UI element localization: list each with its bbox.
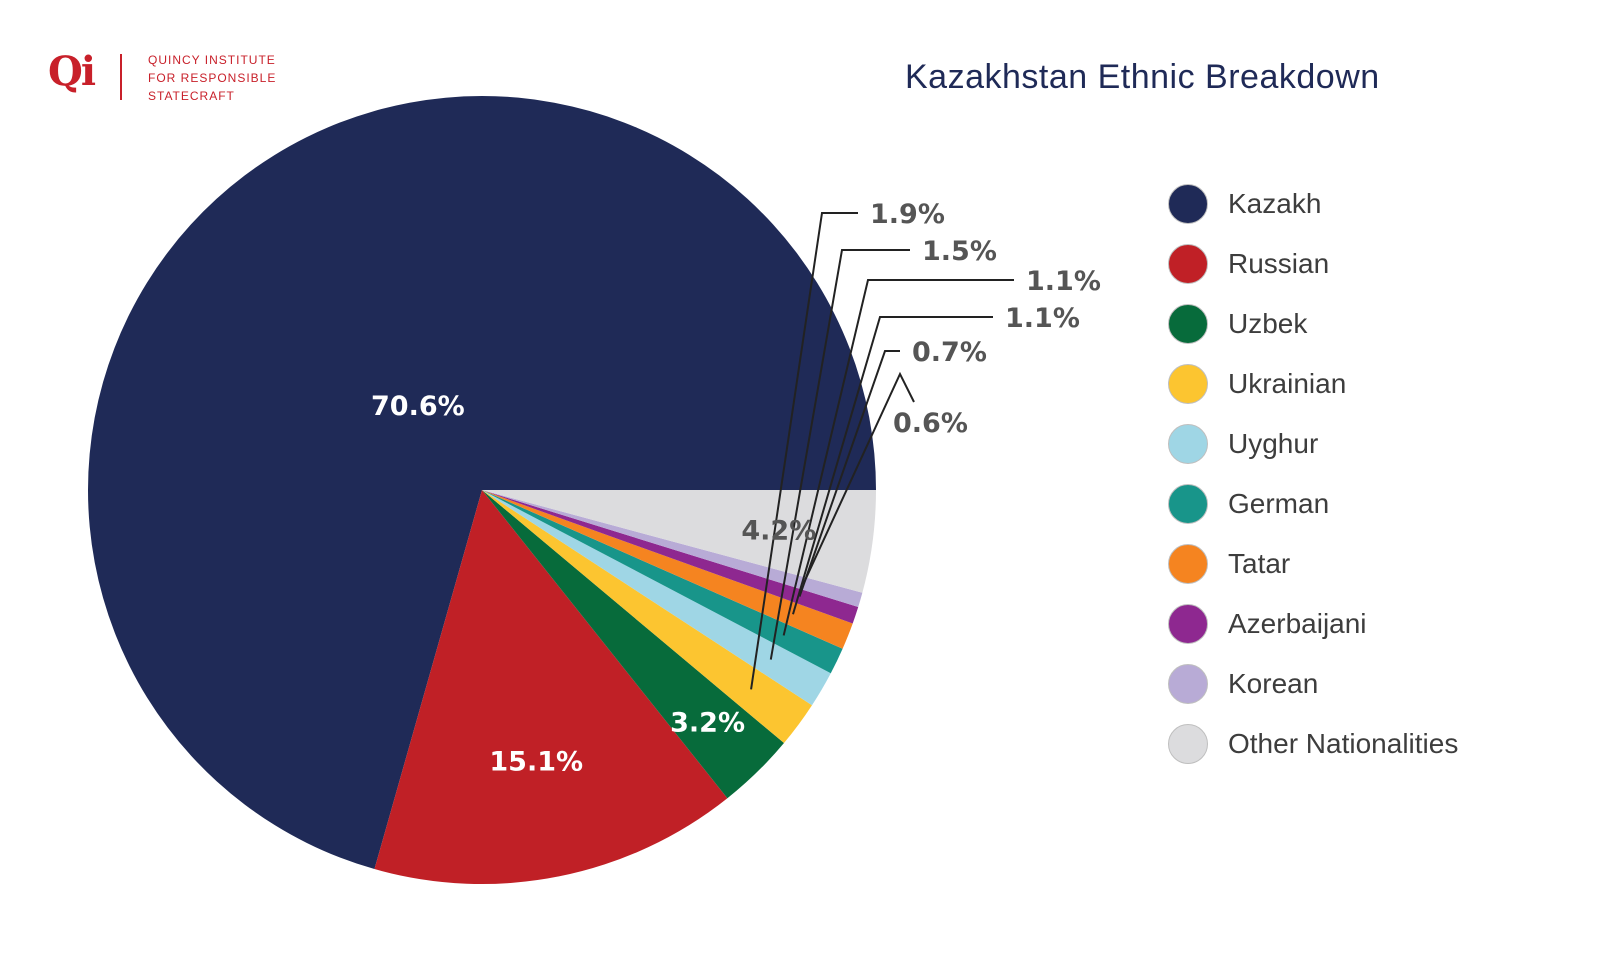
logo-text: QUINCY INSTITUTE FOR RESPONSIBLE STATECR…: [148, 51, 348, 105]
legend-label: Kazakh: [1228, 188, 1322, 219]
legend-label: Korean: [1228, 668, 1319, 699]
logo-line: STATECRAFT: [148, 89, 235, 103]
legend-swatch: [1168, 724, 1208, 764]
legend-label: Ukrainian: [1228, 368, 1347, 399]
leader-line-uyghur: [769, 249, 910, 660]
pie-slice-azerbaijani: [482, 490, 859, 624]
legend-swatch: [1168, 184, 1208, 224]
legend-label: Uyghur: [1228, 428, 1319, 459]
logo-line: FOR RESPONSIBLE: [148, 71, 277, 85]
slice-labels: 70.6% 15.1% 3.2% 1.9% 1.5% 1.1% 1.1% 0.7% 0.6% 4.…: [371, 199, 1101, 777]
logo-divider: [120, 54, 122, 100]
slice-label-uzbek: 3.2%: [670, 707, 745, 738]
pie-slice-uzbek: [482, 490, 784, 799]
leader-line-azerbaijani: [798, 350, 900, 597]
legend-label: Tatar: [1228, 548, 1291, 579]
legend-swatch: [1168, 484, 1208, 524]
pie-slice-ukrainian: [482, 490, 812, 744]
logo-line: QUINCY INSTITUTE: [148, 53, 276, 67]
legend-swatch: [1168, 364, 1208, 404]
slice-label-azerbaijani: 0.7%: [912, 337, 987, 368]
chart-title: Kazakhstan Ethnic Breakdown: [905, 58, 1380, 96]
pie-slice-tatar: [482, 490, 853, 649]
pie-slice-russian: [374, 490, 728, 884]
pie-slice-german: [482, 490, 843, 674]
leader-line-korean: [802, 371, 915, 584]
legend-label: Russian: [1228, 248, 1330, 279]
legend-swatch: [1168, 544, 1208, 584]
legend-swatch: [1168, 304, 1208, 344]
slice-label-ukrainian: 1.9%: [870, 199, 945, 230]
legend-label: Azerbaijani: [1228, 608, 1367, 639]
pie-slice-uyghur: [482, 490, 831, 706]
leader-lines: [750, 212, 1014, 690]
logo-mark: Qi: [48, 48, 96, 95]
legend-label: Other Nationalities: [1228, 728, 1459, 759]
leader-line-tatar: [792, 316, 993, 615]
legend-label: German: [1228, 488, 1330, 519]
legend-swatch: [1168, 244, 1208, 284]
slice-label-other-nationalities: 4.2%: [741, 515, 816, 546]
slice-label-korean: 0.6%: [893, 408, 968, 439]
slice-label-russian: 15.1%: [489, 746, 583, 777]
slice-label-tatar: 1.1%: [1005, 303, 1080, 334]
slice-label-kazakh: 70.6%: [371, 391, 465, 422]
legend-swatch: [1168, 664, 1208, 704]
leader-line-ukrainian: [750, 212, 858, 690]
slice-label-german: 1.1%: [1026, 266, 1101, 297]
slice-label-uyghur: 1.5%: [922, 236, 997, 267]
pie-slices: [88, 95, 877, 884]
legend-label: Uzbek: [1228, 308, 1308, 339]
pie-slice-kazakh: [88, 95, 877, 870]
legend-swatch: [1168, 424, 1208, 464]
leader-line-german: [782, 279, 1014, 636]
legend-swatch: [1168, 604, 1208, 644]
